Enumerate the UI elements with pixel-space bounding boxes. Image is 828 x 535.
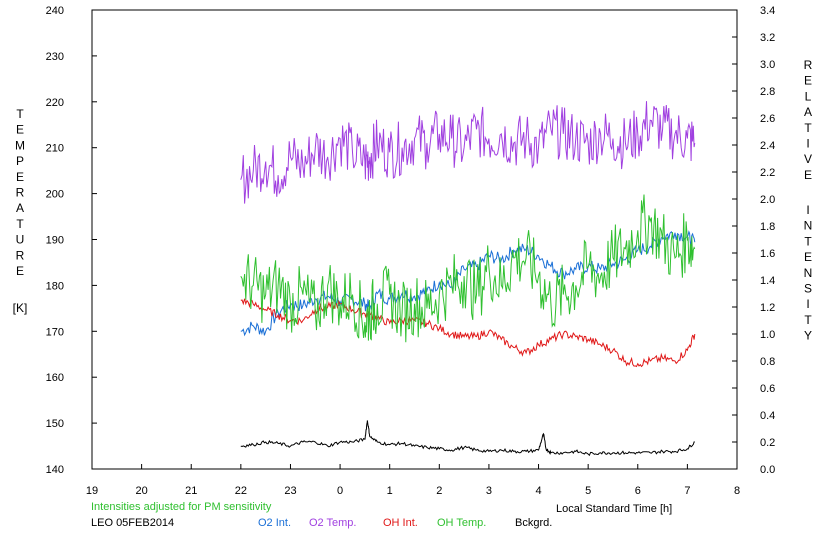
right-tick-label: 1.4	[760, 275, 775, 287]
right-tick-label: 0.6	[760, 383, 775, 395]
right-tick-label: 0.2	[760, 437, 775, 449]
right-tick-label: 2.4	[760, 140, 775, 152]
left-tick-label: 150	[46, 418, 64, 430]
x-axis-label: Local Standard Time [h]	[556, 503, 672, 515]
legend-entry: OH Temp.	[437, 517, 486, 529]
right-axis-letter: Y	[804, 329, 812, 343]
right-tick-label: 0.4	[760, 410, 775, 422]
right-tick-label: 1.6	[760, 248, 775, 260]
x-tick-label: 21	[185, 485, 197, 497]
left-axis-letter: E	[16, 123, 24, 137]
left-axis-letter: T	[16, 217, 24, 231]
right-axis: 0.0 0.2 0.4 0.6 0.8 1.0 1.2 1.4 1.6 1.8 2.0 2.2 2.4 2…	[732, 5, 775, 476]
x-tick-label: 20	[135, 485, 147, 497]
right-axis-letter: E	[804, 250, 812, 264]
left-tick-label: 140	[46, 464, 64, 476]
right-tick-label: 2.6	[760, 113, 775, 125]
x-tick-label: 7	[684, 485, 690, 497]
left-axis-letter: R	[16, 248, 25, 262]
right-tick-label: 1.0	[760, 329, 775, 341]
x-axis: 19 20 21 22 23 0 1 2 3 4 5 6 7 8	[86, 464, 740, 497]
series-line-oh-int	[240, 298, 696, 368]
sensitivity-note: Intensities adjusted for PM sensitivity	[91, 501, 272, 513]
legend: O2 Int. O2 Temp. OH Int. OH Temp. Bckgrd.	[258, 517, 552, 529]
right-tick-label: 3.0	[760, 59, 775, 71]
right-tick-label: 3.2	[760, 32, 775, 44]
left-axis-letter: A	[16, 201, 24, 215]
series-layer	[240, 101, 696, 457]
left-tick-label: 160	[46, 372, 64, 384]
right-axis-letter: I	[806, 137, 809, 151]
legend-entry: O2 Int.	[258, 517, 291, 529]
x-tick-label: 6	[635, 485, 641, 497]
left-tick-label: 200	[46, 189, 64, 201]
left-axis-letter: T	[16, 107, 24, 121]
right-axis-letter: V	[804, 152, 812, 166]
left-axis-letter: M	[15, 138, 25, 152]
left-axis-letter: R	[16, 186, 25, 200]
right-axis-letter: I	[806, 297, 809, 311]
right-axis-letter: E	[804, 168, 812, 182]
x-tick-label: 4	[535, 485, 541, 497]
right-tick-label: 2.8	[760, 86, 775, 98]
legend-entry: O2 Temp.	[309, 517, 357, 529]
left-tick-label: 230	[46, 51, 64, 63]
left-tick-label: 170	[46, 326, 64, 338]
right-axis-letter: I	[806, 203, 809, 217]
left-axis-unit: [K]	[13, 301, 28, 315]
left-tick-label: 180	[46, 280, 64, 292]
right-tick-label: 0.0	[760, 464, 775, 476]
station-date-label: LEO 05FEB2014	[91, 517, 174, 529]
left-tick-label: 210	[46, 143, 64, 155]
right-axis-letter: T	[804, 121, 812, 135]
series-line-bckgrd	[240, 420, 695, 457]
right-tick-label: 3.4	[760, 5, 775, 17]
right-axis-letter: N	[804, 266, 813, 280]
left-tick-label: 220	[46, 97, 64, 109]
x-tick-label: 3	[486, 485, 492, 497]
right-axis-letter: S	[804, 282, 812, 296]
right-axis-letter: T	[804, 313, 812, 327]
right-tick-label: 2.2	[760, 167, 775, 179]
left-axis-letter: U	[16, 233, 25, 247]
left-axis-letter: E	[16, 264, 24, 278]
x-tick-label: 5	[585, 485, 591, 497]
series-line-o2-temp	[240, 101, 696, 204]
x-tick-label: 22	[235, 485, 247, 497]
right-tick-label: 0.8	[760, 356, 775, 368]
x-tick-label: 19	[86, 485, 98, 497]
left-axis-letter: P	[16, 154, 24, 168]
x-tick-label: 23	[284, 485, 296, 497]
left-tick-label: 190	[46, 235, 64, 247]
left-axis-letter: E	[16, 170, 24, 184]
right-axis-letter: T	[804, 234, 812, 248]
left-axis: 140 150 160 170 180 190 200 210 220 230 240	[46, 5, 97, 476]
right-axis-letter: E	[804, 74, 812, 88]
legend-entry: OH Int.	[383, 517, 418, 529]
right-axis-letter: R	[804, 58, 813, 72]
right-axis-letter: L	[805, 89, 812, 103]
right-tick-label: 1.2	[760, 302, 775, 314]
right-axis-letter: A	[804, 105, 812, 119]
x-tick-label: 0	[337, 485, 343, 497]
x-tick-label: 8	[734, 485, 740, 497]
x-tick-label: 1	[387, 485, 393, 497]
right-tick-label: 1.8	[760, 221, 775, 233]
right-axis-letter: N	[804, 219, 813, 233]
series-line-oh-temp	[240, 194, 696, 343]
legend-entry: Bckgrd.	[515, 517, 552, 529]
right-tick-label: 2.0	[760, 194, 775, 206]
left-tick-label: 240	[46, 5, 64, 17]
x-tick-label: 2	[436, 485, 442, 497]
